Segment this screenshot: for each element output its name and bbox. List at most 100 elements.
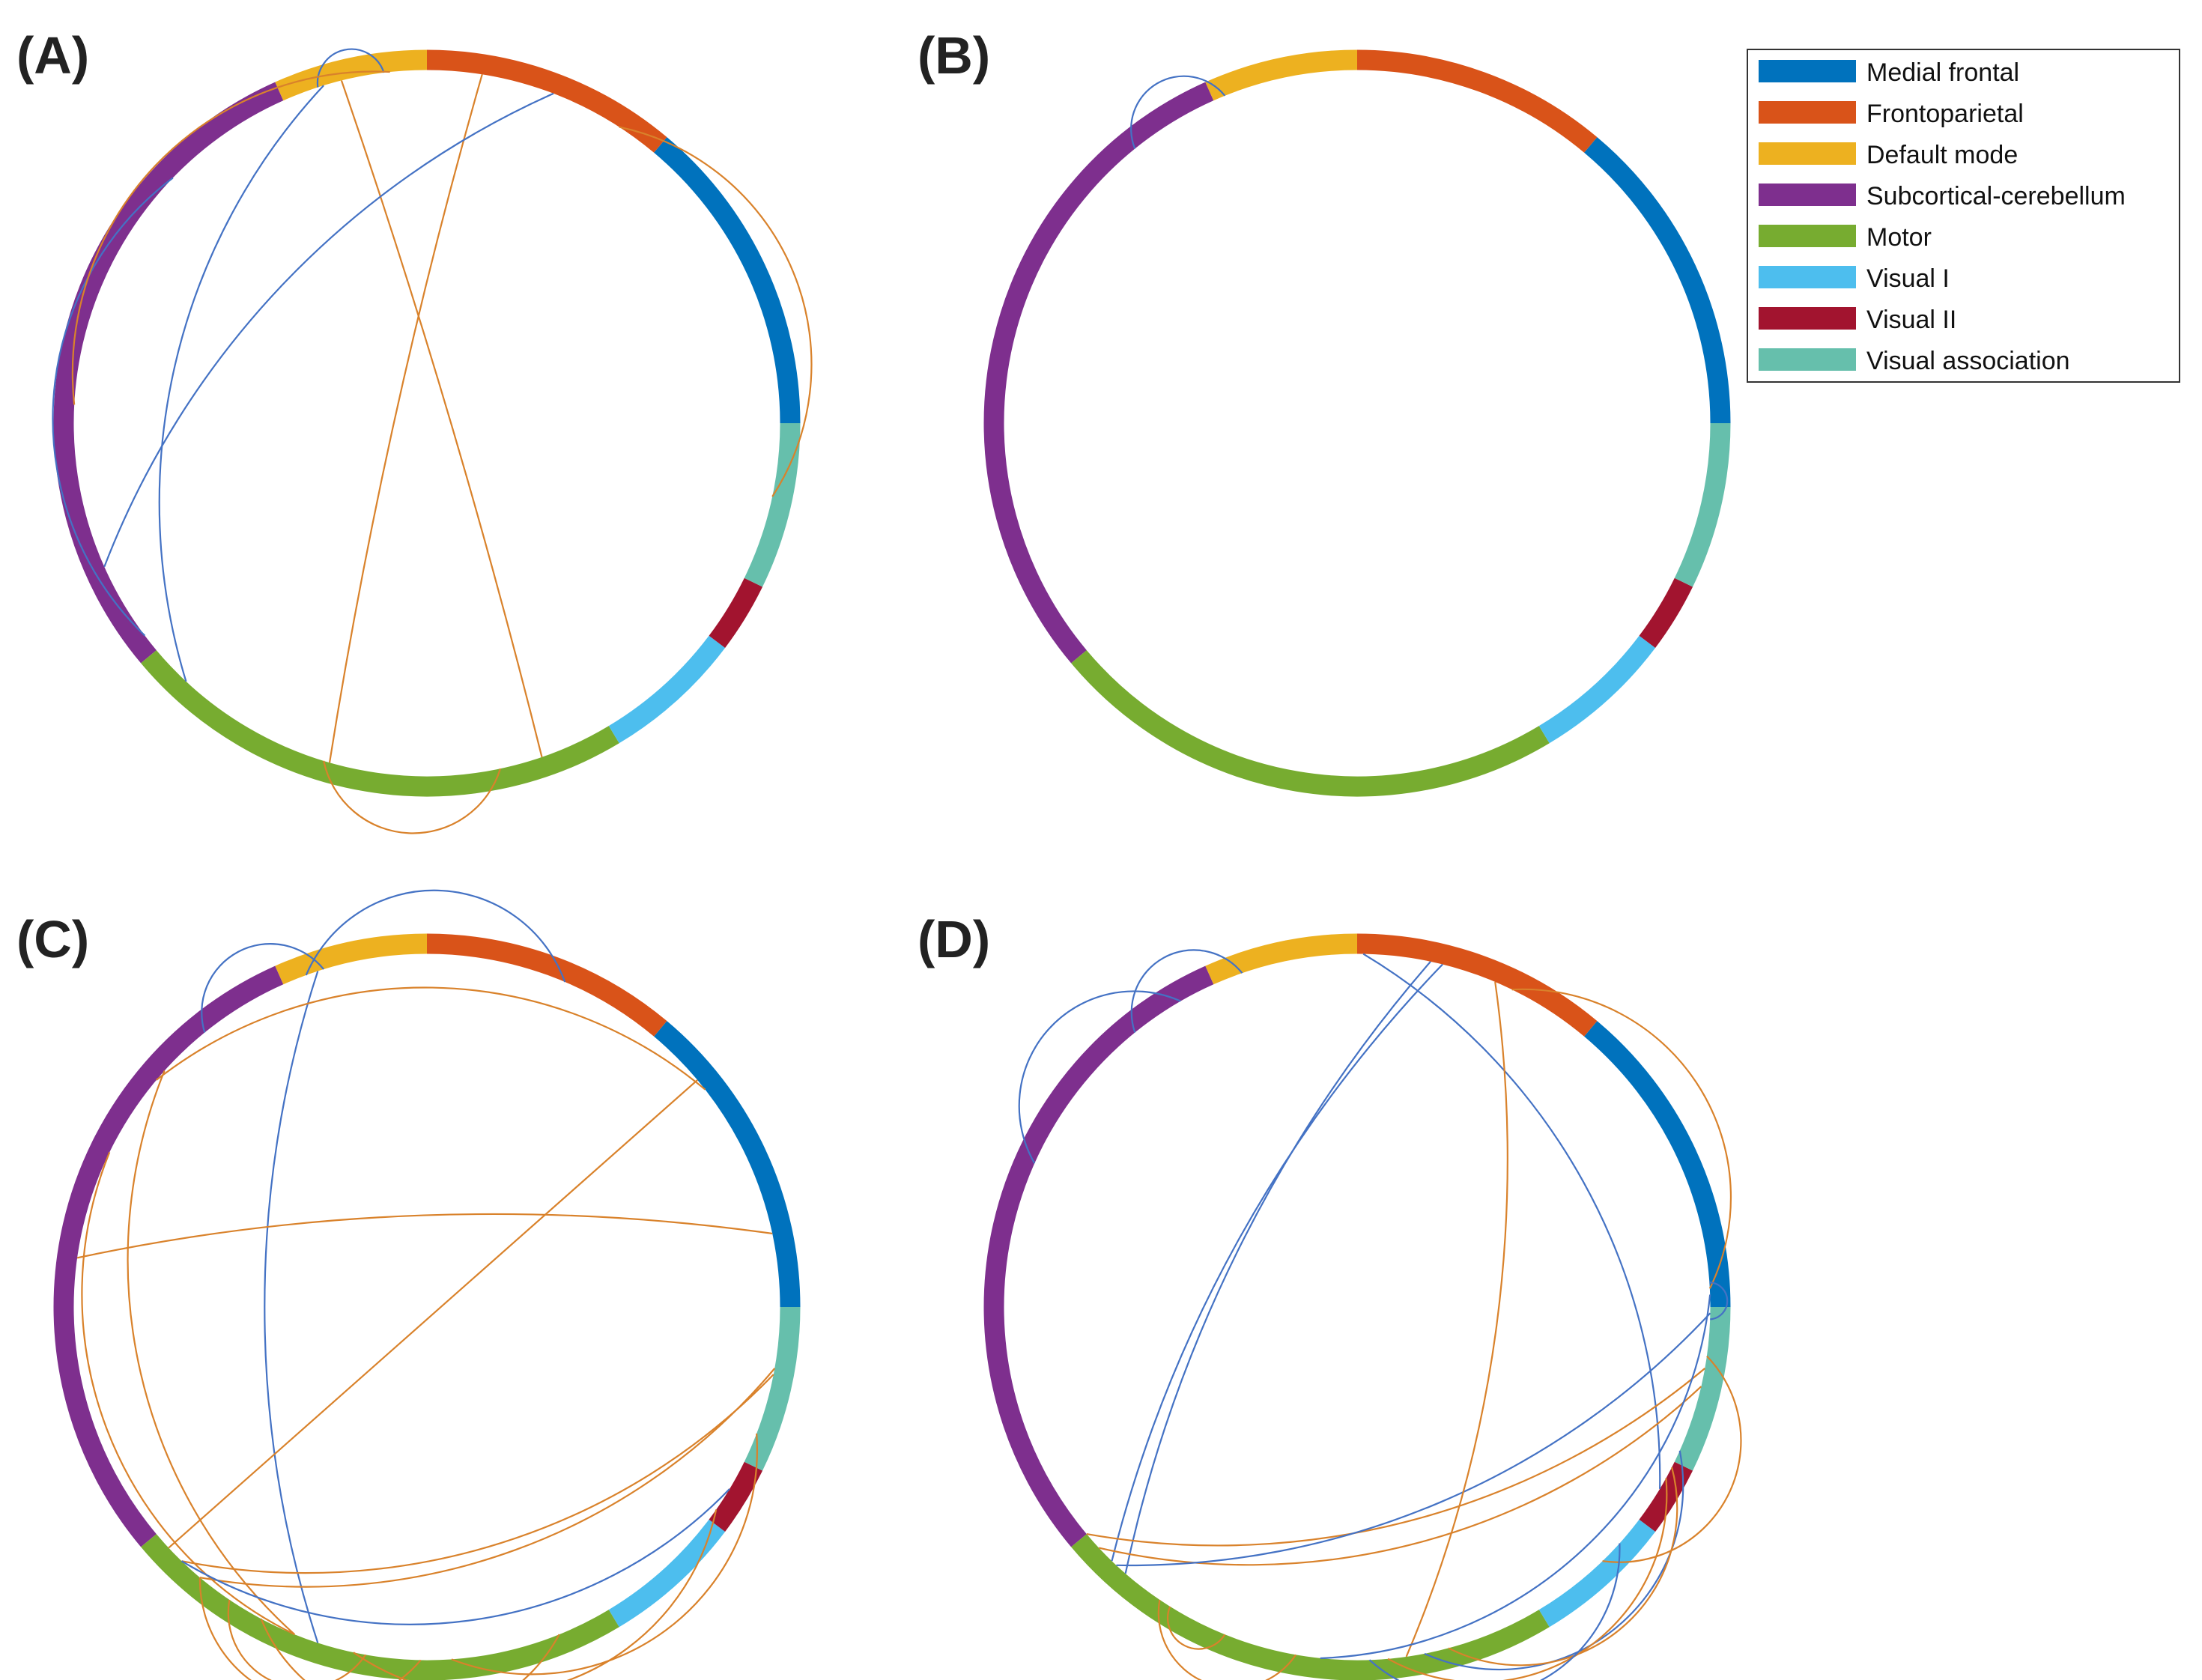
legend-swatch xyxy=(1759,60,1856,82)
connection-edge xyxy=(340,80,543,758)
connection-edge xyxy=(1368,1543,1621,1680)
connection-edge xyxy=(181,1374,774,1574)
connection-edge xyxy=(1111,963,1443,1562)
legend-label: Visual I xyxy=(1866,264,1950,293)
legend-swatch xyxy=(1759,307,1856,330)
ring-segment-medial-frontal xyxy=(654,1021,801,1308)
legend-swatch xyxy=(1759,142,1856,165)
legend-item-medial-frontal: Medial frontal xyxy=(1759,58,2019,87)
panel-b-ring xyxy=(983,49,1731,797)
legend-label: Subcortical-cerebellum xyxy=(1866,182,2126,210)
ring-segment-visual-association xyxy=(1674,422,1731,587)
connection-edge xyxy=(619,126,813,497)
ring-segment-visual-2 xyxy=(709,577,763,649)
panel-d-connections xyxy=(1018,949,1742,1680)
ring-segment-frontoparietal xyxy=(1356,49,1598,153)
connection-edge xyxy=(1167,1606,1226,1650)
connection-edge xyxy=(328,74,483,763)
connection-edge xyxy=(1387,1478,1668,1680)
panel-a-ring xyxy=(53,49,801,797)
connection-edge xyxy=(1602,1355,1742,1563)
legend-swatch xyxy=(1759,266,1856,288)
connection-edge xyxy=(1157,1599,1297,1680)
connection-edge xyxy=(227,1599,367,1680)
connection-edge xyxy=(1130,75,1226,149)
panel-b-label: (B) xyxy=(918,26,990,85)
connection-edge xyxy=(1362,953,1661,1489)
ring-segment-visual-1 xyxy=(1538,635,1656,744)
legend-label: Visual association xyxy=(1866,347,2070,375)
connection-edge xyxy=(264,971,319,1643)
connection-edge xyxy=(1124,961,1431,1574)
ring-segment-subcortical-cerebellum xyxy=(53,965,284,1547)
connection-edge xyxy=(71,70,390,405)
panel-d: (D) xyxy=(918,910,1742,1680)
ring-segment-visual-1 xyxy=(1538,1519,1656,1628)
ring-segment-subcortical-cerebellum xyxy=(983,82,1214,664)
ring-segment-medial-frontal xyxy=(654,137,801,424)
legend-swatch xyxy=(1759,225,1856,247)
ring-segment-default-mode xyxy=(275,933,428,985)
ring-segment-visual-association xyxy=(744,1306,801,1471)
ring-segment-subcortical-cerebellum xyxy=(53,82,284,664)
panel-c-ring xyxy=(53,933,801,1680)
ring-segment-subcortical-cerebellum xyxy=(983,965,1214,1547)
connection-edge xyxy=(1448,1467,1678,1667)
legend-label: Motor xyxy=(1866,223,1932,252)
legend-item-frontoparietal: Frontoparietal xyxy=(1759,100,2024,128)
legend-label: Medial frontal xyxy=(1866,58,2019,87)
ring-segment-default-mode xyxy=(275,49,428,101)
connection-edge xyxy=(1511,988,1732,1289)
ring-segment-visual-association xyxy=(1674,1306,1731,1471)
connection-edge xyxy=(451,1433,758,1676)
ring-segment-motor xyxy=(141,650,619,797)
connection-edge xyxy=(103,92,554,568)
connection-edge xyxy=(316,48,385,88)
panel-d-ring xyxy=(983,933,1731,1680)
legend-item-visual-association: Visual association xyxy=(1759,347,2070,375)
legend-label: Frontoparietal xyxy=(1866,100,2024,128)
connection-edge xyxy=(81,1151,295,1636)
legend-swatch xyxy=(1759,184,1856,206)
ring-segment-frontoparietal xyxy=(1356,933,1598,1037)
panel-c: (C) xyxy=(16,889,801,1680)
panel-b-connections xyxy=(1130,75,1226,149)
connection-edge xyxy=(260,1618,560,1680)
legend: Medial frontal Frontoparietal Default mo… xyxy=(1747,49,2180,383)
ring-segment-motor xyxy=(1071,650,1550,797)
connection-edge xyxy=(1424,1450,1684,1671)
panel-a-label: (A) xyxy=(16,26,89,85)
ring-segment-medial-frontal xyxy=(1584,137,1731,424)
connection-edge xyxy=(52,177,174,637)
ring-segment-frontoparietal xyxy=(426,933,667,1037)
connection-edge xyxy=(158,85,324,682)
panel-c-connections xyxy=(76,889,776,1680)
panel-d-label: (D) xyxy=(918,910,990,968)
connection-edge xyxy=(181,1488,730,1625)
connection-edge xyxy=(156,986,706,1091)
connection-edge xyxy=(198,1577,422,1680)
ring-segment-default-mode xyxy=(1205,933,1358,985)
connection-edge xyxy=(1098,1386,1702,1566)
legend-item-subcortical-cerebellum: Subcortical-cerebellum xyxy=(1759,182,2126,210)
connection-edge xyxy=(168,1079,698,1549)
panel-c-label: (C) xyxy=(16,910,89,968)
connection-edge xyxy=(1405,981,1508,1658)
legend-item-default-mode: Default mode xyxy=(1759,141,2018,169)
connection-edge xyxy=(1086,1368,1706,1547)
connection-edge xyxy=(76,1213,773,1259)
ring-segment-visual-1 xyxy=(608,635,726,744)
connection-edge xyxy=(1018,990,1181,1164)
legend-item-motor: Motor xyxy=(1759,223,1932,252)
ring-segment-motor xyxy=(1071,1534,1550,1680)
ring-segment-medial-frontal xyxy=(1584,1021,1731,1308)
legend-item-visual-1: Visual I xyxy=(1759,264,1950,293)
connection-edge xyxy=(323,760,502,834)
ring-segment-visual-2 xyxy=(709,1461,763,1532)
ring-segment-default-mode xyxy=(1205,49,1358,101)
ring-segment-visual-association xyxy=(744,422,801,587)
legend-label: Visual II xyxy=(1866,306,1956,334)
connection-edge xyxy=(1116,1312,1711,1567)
legend-swatch xyxy=(1759,101,1856,124)
